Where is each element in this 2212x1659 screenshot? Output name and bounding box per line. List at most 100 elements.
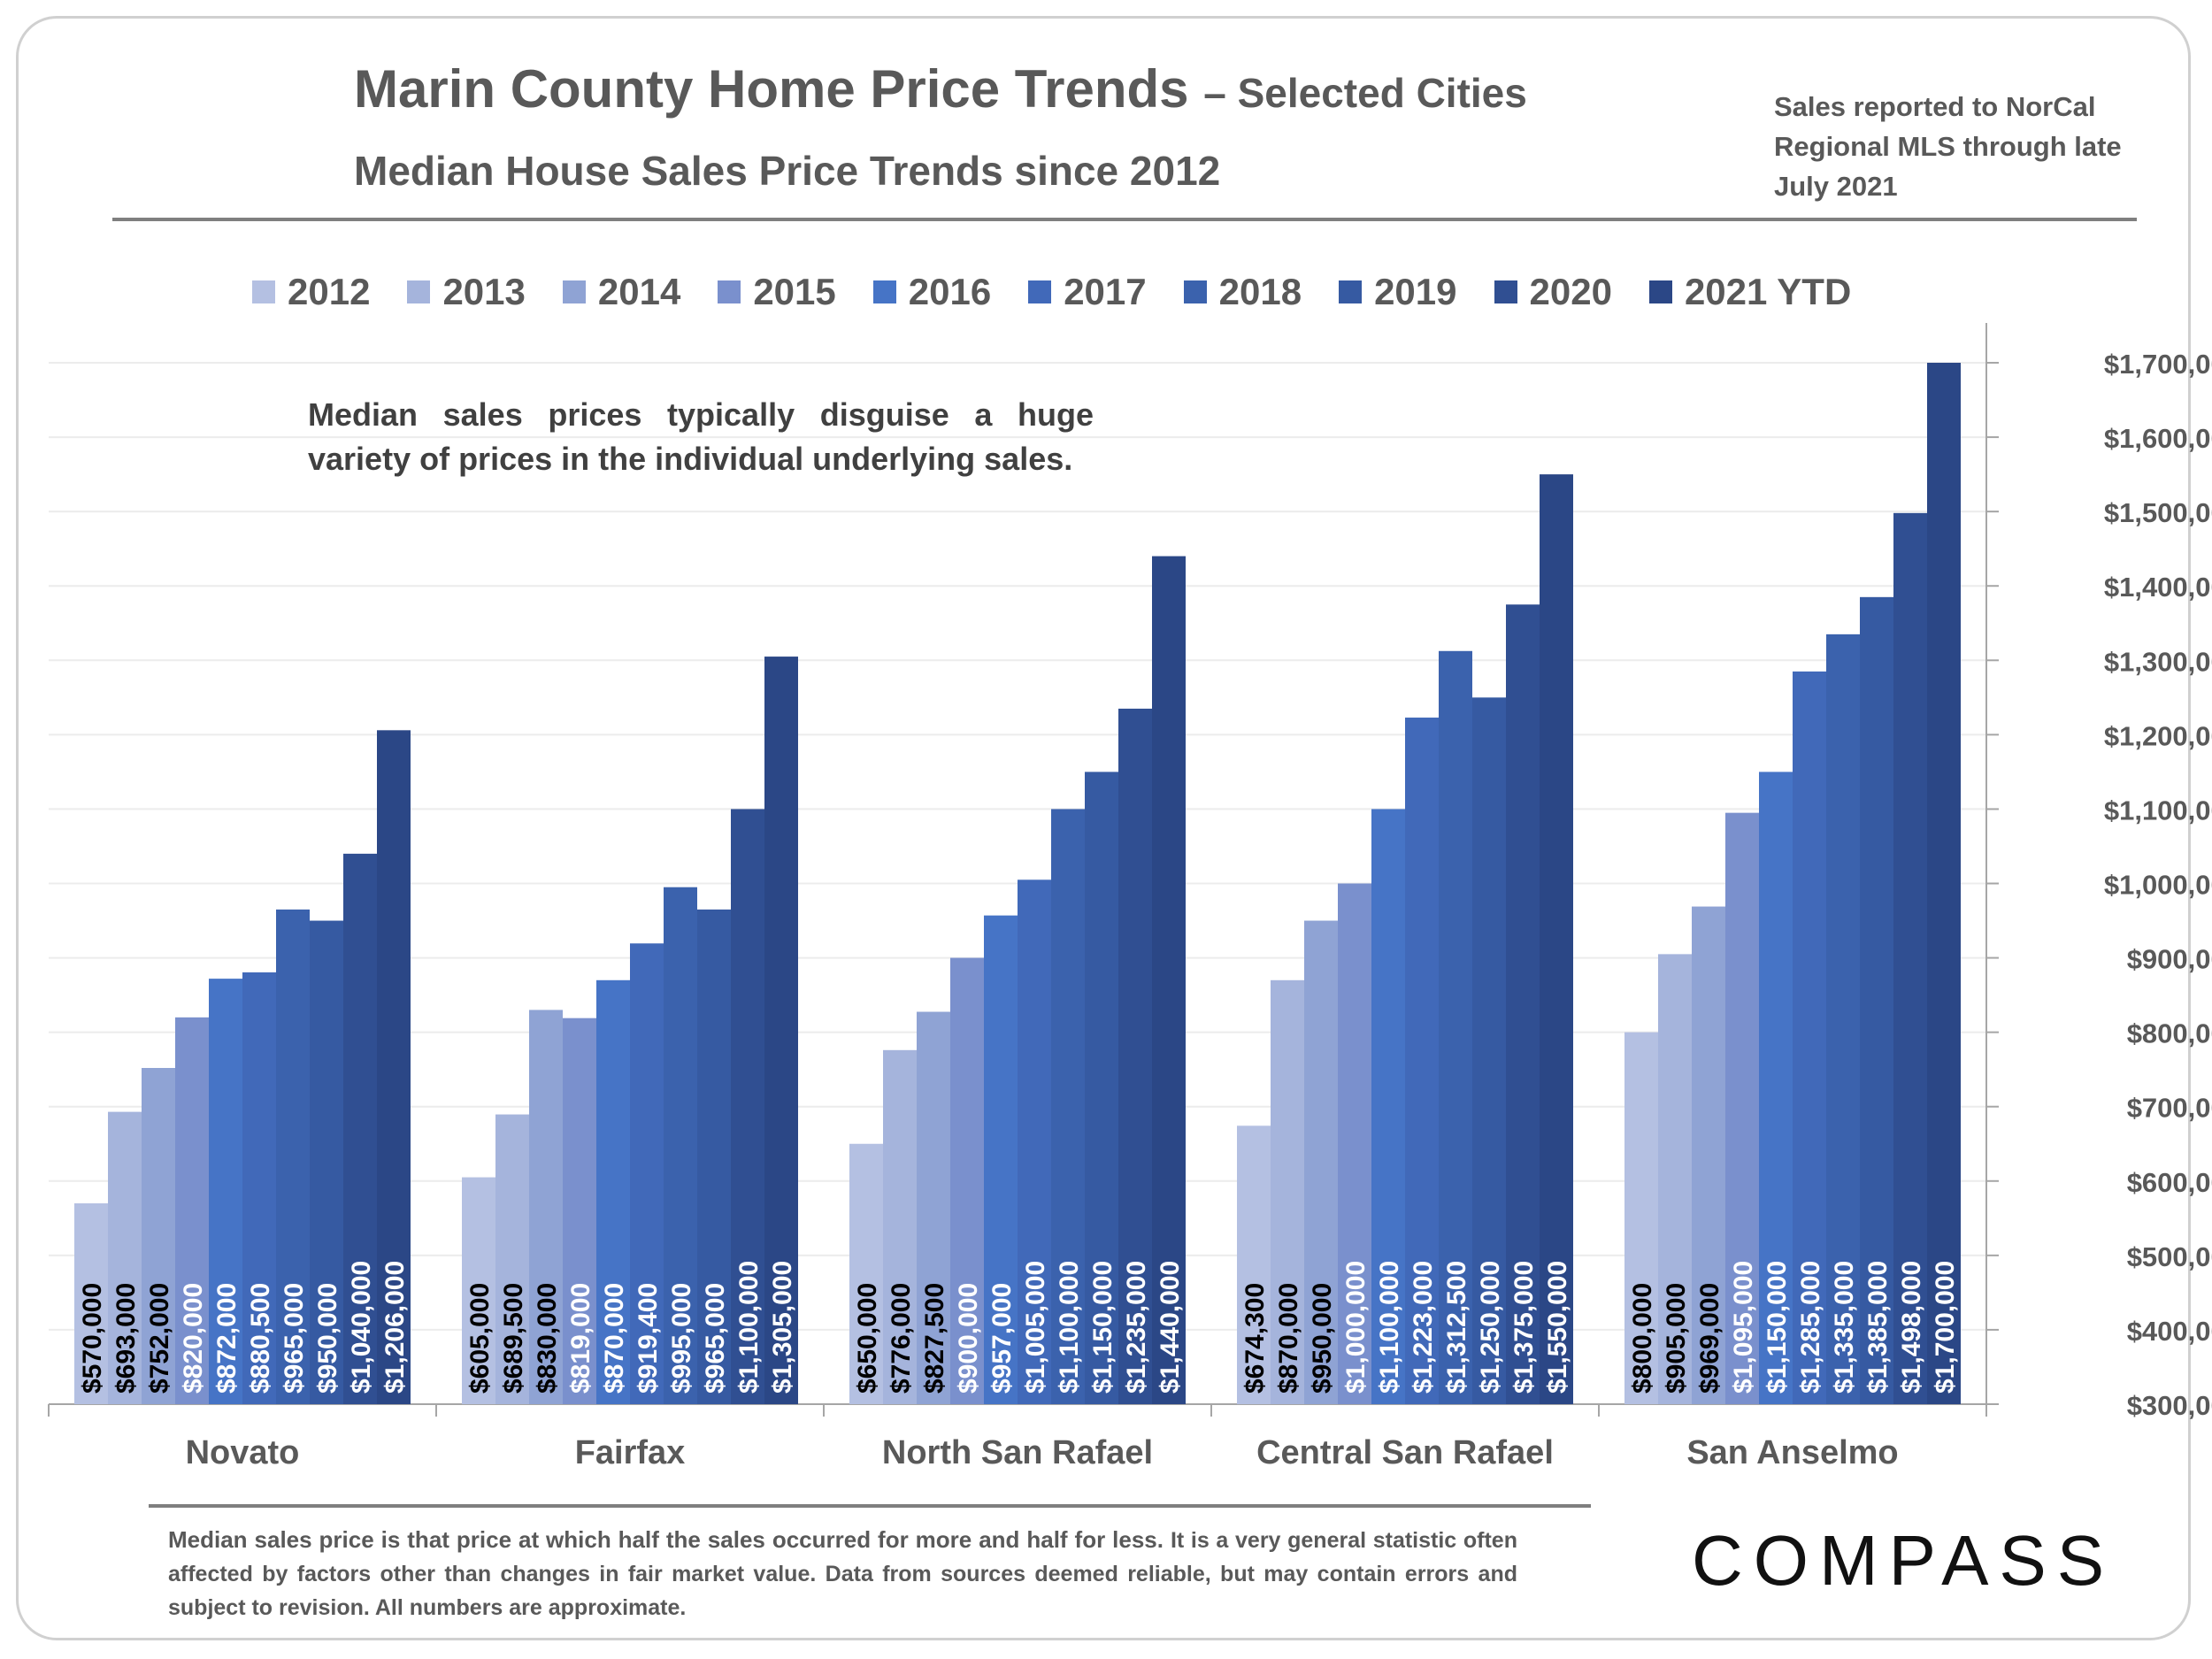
bar (175, 1017, 209, 1404)
y-tick-label: $1,000,000 (2104, 870, 2212, 901)
bar-value-label: $1,000,000 (1341, 1261, 1371, 1394)
y-tick-label: $700,000 (2127, 1093, 2212, 1124)
page-title: Marin County Home Price Trends – Selecte… (354, 58, 1527, 119)
bar-value-label: $1,312,500 (1442, 1261, 1471, 1394)
bar-value-label: $1,095,000 (1729, 1261, 1758, 1394)
bar (1759, 772, 1793, 1404)
bar-chart: $300,000 $400,000 $500,000 $600,000 $700,000… (48, 323, 2212, 1471)
bar-value-label: $969,000 (1695, 1283, 1724, 1394)
bar-value-label: $674,300 (1240, 1283, 1270, 1394)
y-tick-label: $1,100,000 (2104, 795, 2212, 826)
y-tick-label: $400,000 (2127, 1316, 2212, 1347)
bar-value-label: $830,000 (533, 1283, 562, 1394)
bar-value-label: $1,100,000 (1055, 1261, 1084, 1394)
bar (1927, 363, 1961, 1404)
bar (697, 909, 731, 1404)
y-tick-label: $1,400,000 (2104, 572, 2212, 603)
x-category-label: Central San Rafael (1256, 1434, 1554, 1471)
bar-value-label: $570,000 (78, 1283, 107, 1394)
bar (1271, 979, 1304, 1404)
bar (1472, 697, 1506, 1404)
bar (1439, 650, 1472, 1404)
legend-swatch (1648, 280, 1672, 303)
bar (1540, 474, 1573, 1404)
bar-value-label: $1,206,000 (380, 1261, 410, 1394)
legend-item: 2012 (252, 271, 370, 313)
bar-value-label: $1,150,000 (1763, 1261, 1792, 1394)
bar-value-label: $870,000 (600, 1283, 629, 1394)
y-tick-label: $1,500,000 (2104, 497, 2212, 528)
bar (462, 1177, 495, 1404)
bar-value-label: $1,100,000 (734, 1261, 764, 1394)
bar (1371, 809, 1405, 1404)
bar (883, 1049, 917, 1404)
bar (242, 972, 276, 1404)
y-tick-label: $300,000 (2127, 1390, 2212, 1421)
bar-value-label: $1,305,000 (768, 1261, 797, 1394)
bar-value-label: $872,000 (212, 1283, 242, 1394)
bar (1118, 708, 1152, 1404)
bar (917, 1011, 950, 1404)
bar (1793, 671, 1826, 1404)
bar (1152, 556, 1186, 1404)
bar-value-label: $800,000 (1628, 1283, 1657, 1394)
bar-value-label: $1,223,000 (1409, 1261, 1438, 1394)
bar (1085, 772, 1118, 1404)
legend-swatch (1028, 280, 1052, 303)
legend-label: 2013 (442, 271, 526, 312)
bar-value-label: $605,000 (465, 1283, 495, 1394)
legend-label: 2015 (753, 271, 836, 312)
legend-swatch (718, 280, 741, 303)
legend-swatch (407, 280, 431, 303)
bar-value-label: $1,375,000 (1509, 1261, 1539, 1394)
chart-annotation: Median sales prices typically disguise a… (308, 396, 1094, 477)
legend-swatch (1183, 280, 1207, 303)
x-category-label: San Anselmo (1686, 1434, 1898, 1471)
y-tick-label: $600,000 (2127, 1167, 2212, 1198)
bar (596, 979, 630, 1404)
legend-swatch (872, 280, 896, 303)
legend-swatch (562, 280, 586, 303)
bar (377, 730, 411, 1404)
legend-item: 2013 (407, 271, 526, 313)
footnote-rest: It is a very general statistic often aff… (168, 1528, 1517, 1620)
legend-item: 2019 (1339, 271, 1457, 313)
bar-value-label: $819,000 (566, 1283, 595, 1394)
source-note: Sales reported to NorCal Regional MLS th… (1774, 91, 2122, 202)
bar (764, 657, 798, 1404)
legend-label: 2017 (1064, 271, 1147, 312)
y-tick-label: $1,700,000 (2104, 349, 2212, 380)
bar (1624, 1032, 1658, 1404)
bar (310, 920, 343, 1404)
y-tick-label: $900,000 (2127, 944, 2212, 975)
bar-value-label: $1,005,000 (1021, 1261, 1050, 1394)
bar (343, 853, 377, 1404)
header-divider (112, 218, 2137, 221)
bar (1893, 512, 1927, 1404)
bar-value-label: $1,550,000 (1543, 1261, 1572, 1394)
bar-value-label: $900,000 (954, 1283, 983, 1394)
y-tick-label: $1,600,000 (2104, 423, 2212, 454)
bar (664, 887, 697, 1404)
footnote-main: Median sales price is that price at whic… (168, 1526, 1164, 1553)
bar-value-label: $827,500 (920, 1283, 949, 1394)
legend-item: 2017 (1028, 271, 1147, 313)
bar-value-label: $693,000 (111, 1283, 141, 1394)
legend-swatch (1339, 280, 1363, 303)
bar (849, 1143, 883, 1404)
bar-value-label: $1,335,000 (1830, 1261, 1859, 1394)
bar (529, 1010, 563, 1404)
footnote: Median sales price is that price at whic… (168, 1524, 1517, 1624)
legend-label: 2016 (908, 271, 992, 312)
legend-item: 2015 (718, 271, 836, 313)
legend-item: 2021 YTD (1648, 271, 1851, 313)
bar-value-label: $776,000 (887, 1283, 916, 1394)
y-tick-label: $800,000 (2127, 1018, 2212, 1049)
bar-value-label: $880,500 (246, 1283, 275, 1394)
bar (731, 809, 764, 1404)
legend-label: 2020 (1529, 271, 1612, 312)
bar-value-label: $1,440,000 (1156, 1261, 1185, 1394)
legend-item: 2016 (872, 271, 992, 313)
bar-value-label: $1,040,000 (347, 1261, 376, 1394)
bar-value-label: $1,700,000 (1931, 1261, 1960, 1394)
